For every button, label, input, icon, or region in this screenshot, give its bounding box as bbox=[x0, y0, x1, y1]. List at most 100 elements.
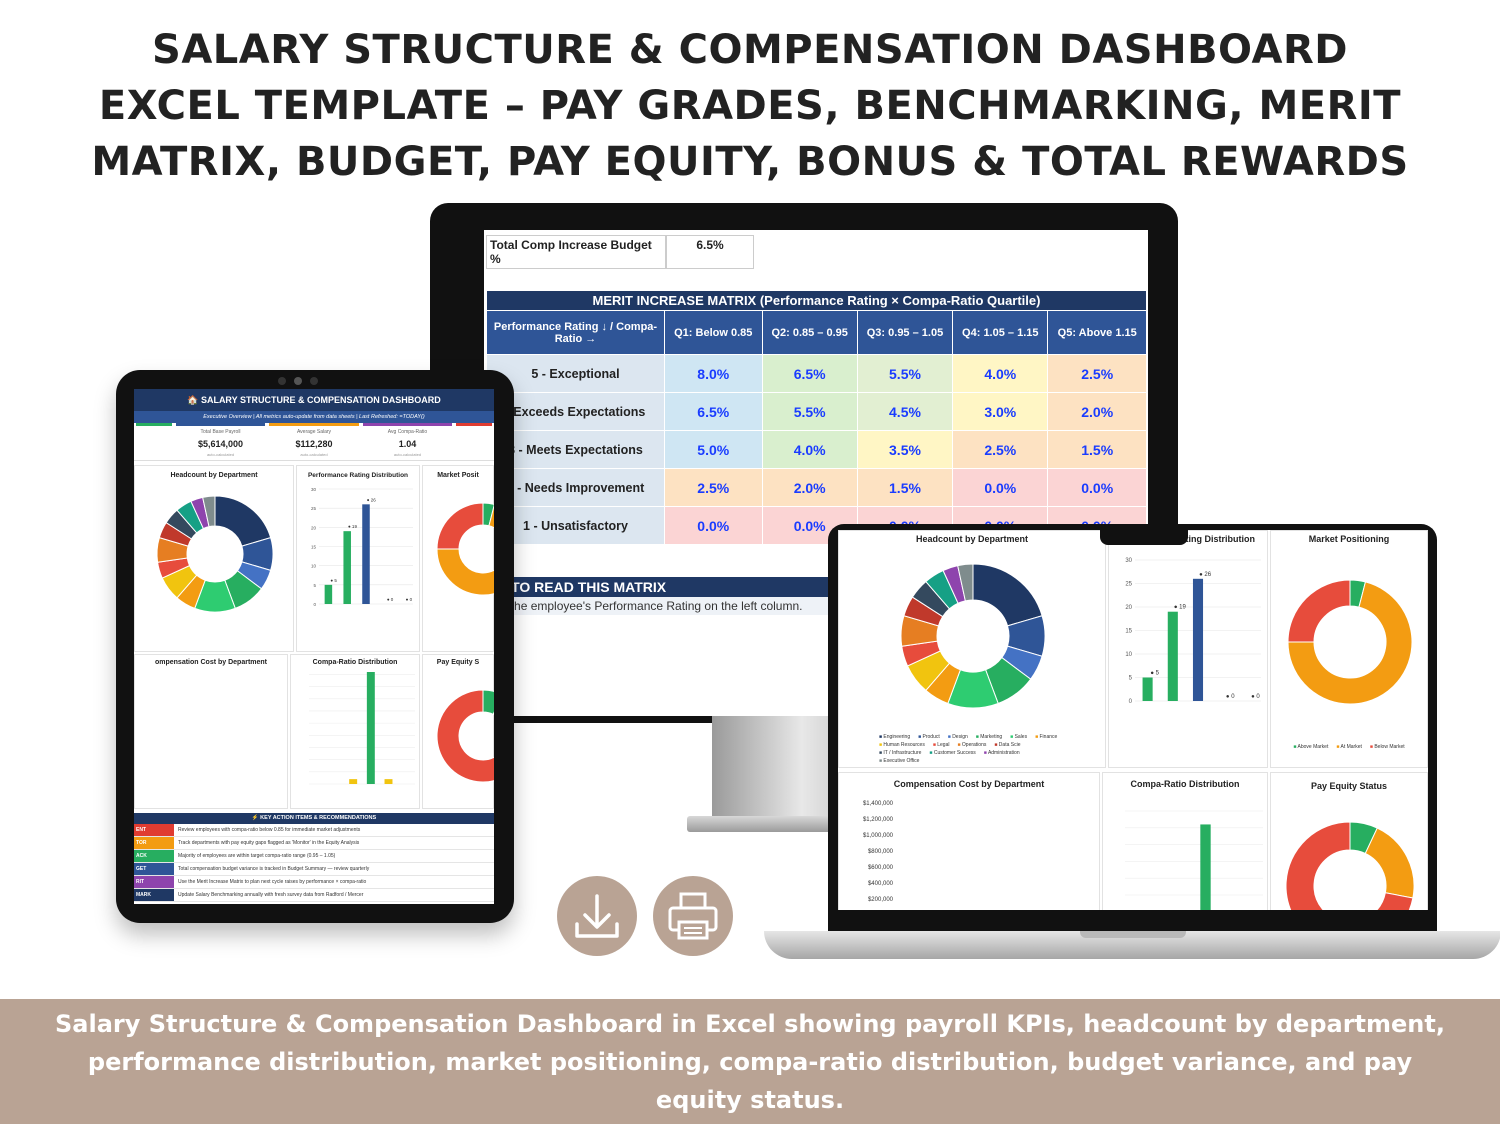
legend-item: At Market bbox=[1336, 744, 1362, 750]
market-panel: Market Posit bbox=[422, 465, 494, 652]
page-headline: SALARY STRUCTURE & COMPENSATION DASHBOAR… bbox=[0, 22, 1500, 190]
bar bbox=[349, 779, 358, 784]
budget-value[interactable]: 6.5% bbox=[666, 235, 754, 269]
caption-line-3: equity status. bbox=[655, 1086, 845, 1114]
compa-ratio-panel: Compa-Ratio Distribution bbox=[290, 654, 420, 809]
merit-matrix: MERIT INCREASE MATRIX (Performance Ratin… bbox=[486, 290, 1147, 545]
donut-slice bbox=[482, 689, 494, 715]
tick-label: $200,000 bbox=[868, 897, 894, 903]
laptop-screen: Headcount by Department Engineering Prod… bbox=[838, 530, 1428, 910]
bar bbox=[1192, 578, 1204, 701]
panel-title: ompensation Cost by Department bbox=[154, 659, 267, 666]
data-label: ● 0 bbox=[1226, 694, 1235, 700]
matrix-cell[interactable]: 2.0% bbox=[1047, 392, 1147, 431]
headcount-panel: Headcount by Department Engineering Prod… bbox=[838, 530, 1106, 768]
donut-slice bbox=[436, 502, 484, 550]
kpi-value: 1.04 bbox=[398, 439, 417, 449]
print-button[interactable] bbox=[653, 876, 733, 956]
matrix-cell[interactable]: 8.0% bbox=[664, 354, 763, 393]
printer-icon bbox=[668, 892, 718, 940]
matrix-cell[interactable]: 6.5% bbox=[761, 354, 858, 393]
kpi-label: Avg Compa-Ratio bbox=[387, 429, 428, 435]
matrix-cell[interactable]: 0.0% bbox=[952, 468, 1049, 507]
key-actions: ⚡ KEY ACTION ITEMS & RECOMMENDATIONS ENT… bbox=[134, 813, 494, 902]
matrix-cell[interactable]: 2.5% bbox=[952, 430, 1049, 469]
action-item[interactable]: GET Total compensation budget variance is… bbox=[134, 863, 494, 876]
matrix-row-label: 2 - Needs Improvement bbox=[486, 468, 665, 507]
kpi-label: Average Salary bbox=[296, 429, 332, 435]
bar bbox=[343, 531, 351, 604]
matrix-cell[interactable]: 5.0% bbox=[664, 430, 763, 469]
kpi-card[interactable]: Avg Compa-Ratio 1.04 auto-calculated bbox=[362, 423, 453, 460]
headline-line-3: MATRIX, BUDGET, PAY EQUITY, BONUS & TOTA… bbox=[91, 139, 1409, 185]
data-label: ● 0 bbox=[1251, 694, 1260, 700]
kpi-card bbox=[456, 423, 492, 460]
compa-ratio-chart bbox=[1125, 810, 1263, 910]
action-item[interactable]: ACK Majority of employees are within targ… bbox=[134, 850, 494, 863]
legend-item: Engineering bbox=[879, 734, 910, 740]
dashboard-title: SALARY STRUCTURE & COMPENSATION DASHBOAR… bbox=[200, 395, 441, 405]
headcount-donut bbox=[900, 563, 1046, 709]
tick-label: 15 bbox=[1125, 629, 1132, 635]
kpi-label: Total Base Payroll bbox=[200, 429, 241, 435]
donut-slice bbox=[1285, 821, 1414, 910]
caption-line-1: Salary Structure & Compensation Dashboar… bbox=[55, 1010, 1445, 1038]
data-label: ● 19 bbox=[1174, 605, 1187, 611]
matrix-cell[interactable]: 2.5% bbox=[664, 468, 763, 507]
tick-label: $800,000 bbox=[868, 849, 894, 855]
tick-label: 5 bbox=[313, 583, 316, 588]
legend-item: Marketing bbox=[976, 734, 1002, 740]
matrix-cell[interactable]: 5.5% bbox=[856, 354, 954, 393]
action-item[interactable]: MARK Update Salary Benchmarking annually … bbox=[134, 889, 494, 902]
legend-item: Sales bbox=[1010, 734, 1028, 740]
matrix-cell[interactable]: 1.5% bbox=[856, 468, 954, 507]
legend-item: Legal bbox=[933, 742, 949, 748]
tick-label: 0 bbox=[1129, 699, 1133, 705]
kpi-card[interactable]: Total Base Payroll $5,614,000 auto-calcu… bbox=[175, 423, 266, 460]
matrix-cell[interactable]: 6.5% bbox=[664, 392, 763, 431]
matrix-cell[interactable]: 2.0% bbox=[761, 468, 858, 507]
donut-slice bbox=[492, 711, 494, 716]
matrix-title: MERIT INCREASE MATRIX (Performance Ratin… bbox=[486, 290, 1147, 311]
matrix-cell[interactable]: 5.5% bbox=[761, 392, 858, 431]
legend-item: Operations bbox=[957, 742, 986, 748]
action-item[interactable]: TOR Track departments with pay equity gap… bbox=[134, 837, 494, 850]
kpi-card[interactable]: Average Salary $112,280 auto-calculated bbox=[269, 423, 359, 460]
action-item[interactable]: RIT Use the Merit Increase Matrix to plan… bbox=[134, 876, 494, 889]
panel-title: Compa-Ratio Distribution bbox=[1130, 779, 1240, 789]
matrix-row: - Exceeds Expectations 6.5% 5.5% 4.5% 3.… bbox=[486, 392, 1147, 431]
donut-slice bbox=[202, 495, 216, 528]
performance-chart: 0 5 10 15 20 25 30 ● 5 ● 19 ● 26 ● 0 ● 0 bbox=[311, 487, 413, 607]
matrix-cell[interactable]: 3.0% bbox=[952, 392, 1049, 431]
matrix-cell[interactable]: 4.0% bbox=[952, 354, 1049, 393]
performance-panel: Performance Rating Distribution 0 5 10 15 20… bbox=[296, 465, 420, 652]
kpi-note: auto-calculated bbox=[206, 452, 235, 457]
caption-line-2: performance distribution, market positio… bbox=[87, 1048, 1413, 1076]
matrix-cell[interactable]: 0.0% bbox=[1047, 468, 1147, 507]
comp-cost-panel: ompensation Cost by Department bbox=[134, 654, 288, 809]
kpi-note: auto-calculated bbox=[393, 452, 422, 457]
kpi-card bbox=[136, 423, 172, 460]
matrix-cell[interactable]: 0.0% bbox=[664, 506, 763, 545]
action-text: Majority of employees are within target … bbox=[178, 853, 336, 859]
laptop-notch bbox=[1100, 528, 1188, 545]
action-item[interactable]: ENT Review employees with compa-ratio bel… bbox=[134, 824, 494, 837]
matrix-cell[interactable]: 2.5% bbox=[1047, 354, 1147, 393]
download-icon bbox=[575, 894, 619, 938]
matrix-cell[interactable]: 4.0% bbox=[761, 430, 858, 469]
compa-ratio-panel: Compa-Ratio Distribution bbox=[1102, 772, 1268, 910]
performance-panel: formance Rating Distribution 0 5 10 15 20 25 3… bbox=[1108, 530, 1268, 768]
action-text: Total compensation budget variance is tr… bbox=[178, 866, 370, 872]
legend-item: IT / Infrastructure bbox=[879, 750, 921, 756]
matrix-cell[interactable]: 4.5% bbox=[856, 392, 954, 431]
legend-item: Design bbox=[948, 734, 968, 740]
matrix-cell[interactable]: 3.5% bbox=[856, 430, 954, 469]
matrix-cell[interactable]: 1.5% bbox=[1047, 430, 1147, 469]
data-label: ● 0 bbox=[406, 597, 413, 602]
tablet-screen: 🏠 SALARY STRUCTURE & COMPENSATION DASHBO… bbox=[134, 389, 494, 904]
kpi-value: $112,280 bbox=[295, 439, 333, 449]
legend-item: Product bbox=[918, 734, 940, 740]
donut-slice bbox=[1287, 581, 1413, 705]
download-button[interactable] bbox=[557, 876, 637, 956]
data-label: ● 26 bbox=[367, 497, 376, 502]
